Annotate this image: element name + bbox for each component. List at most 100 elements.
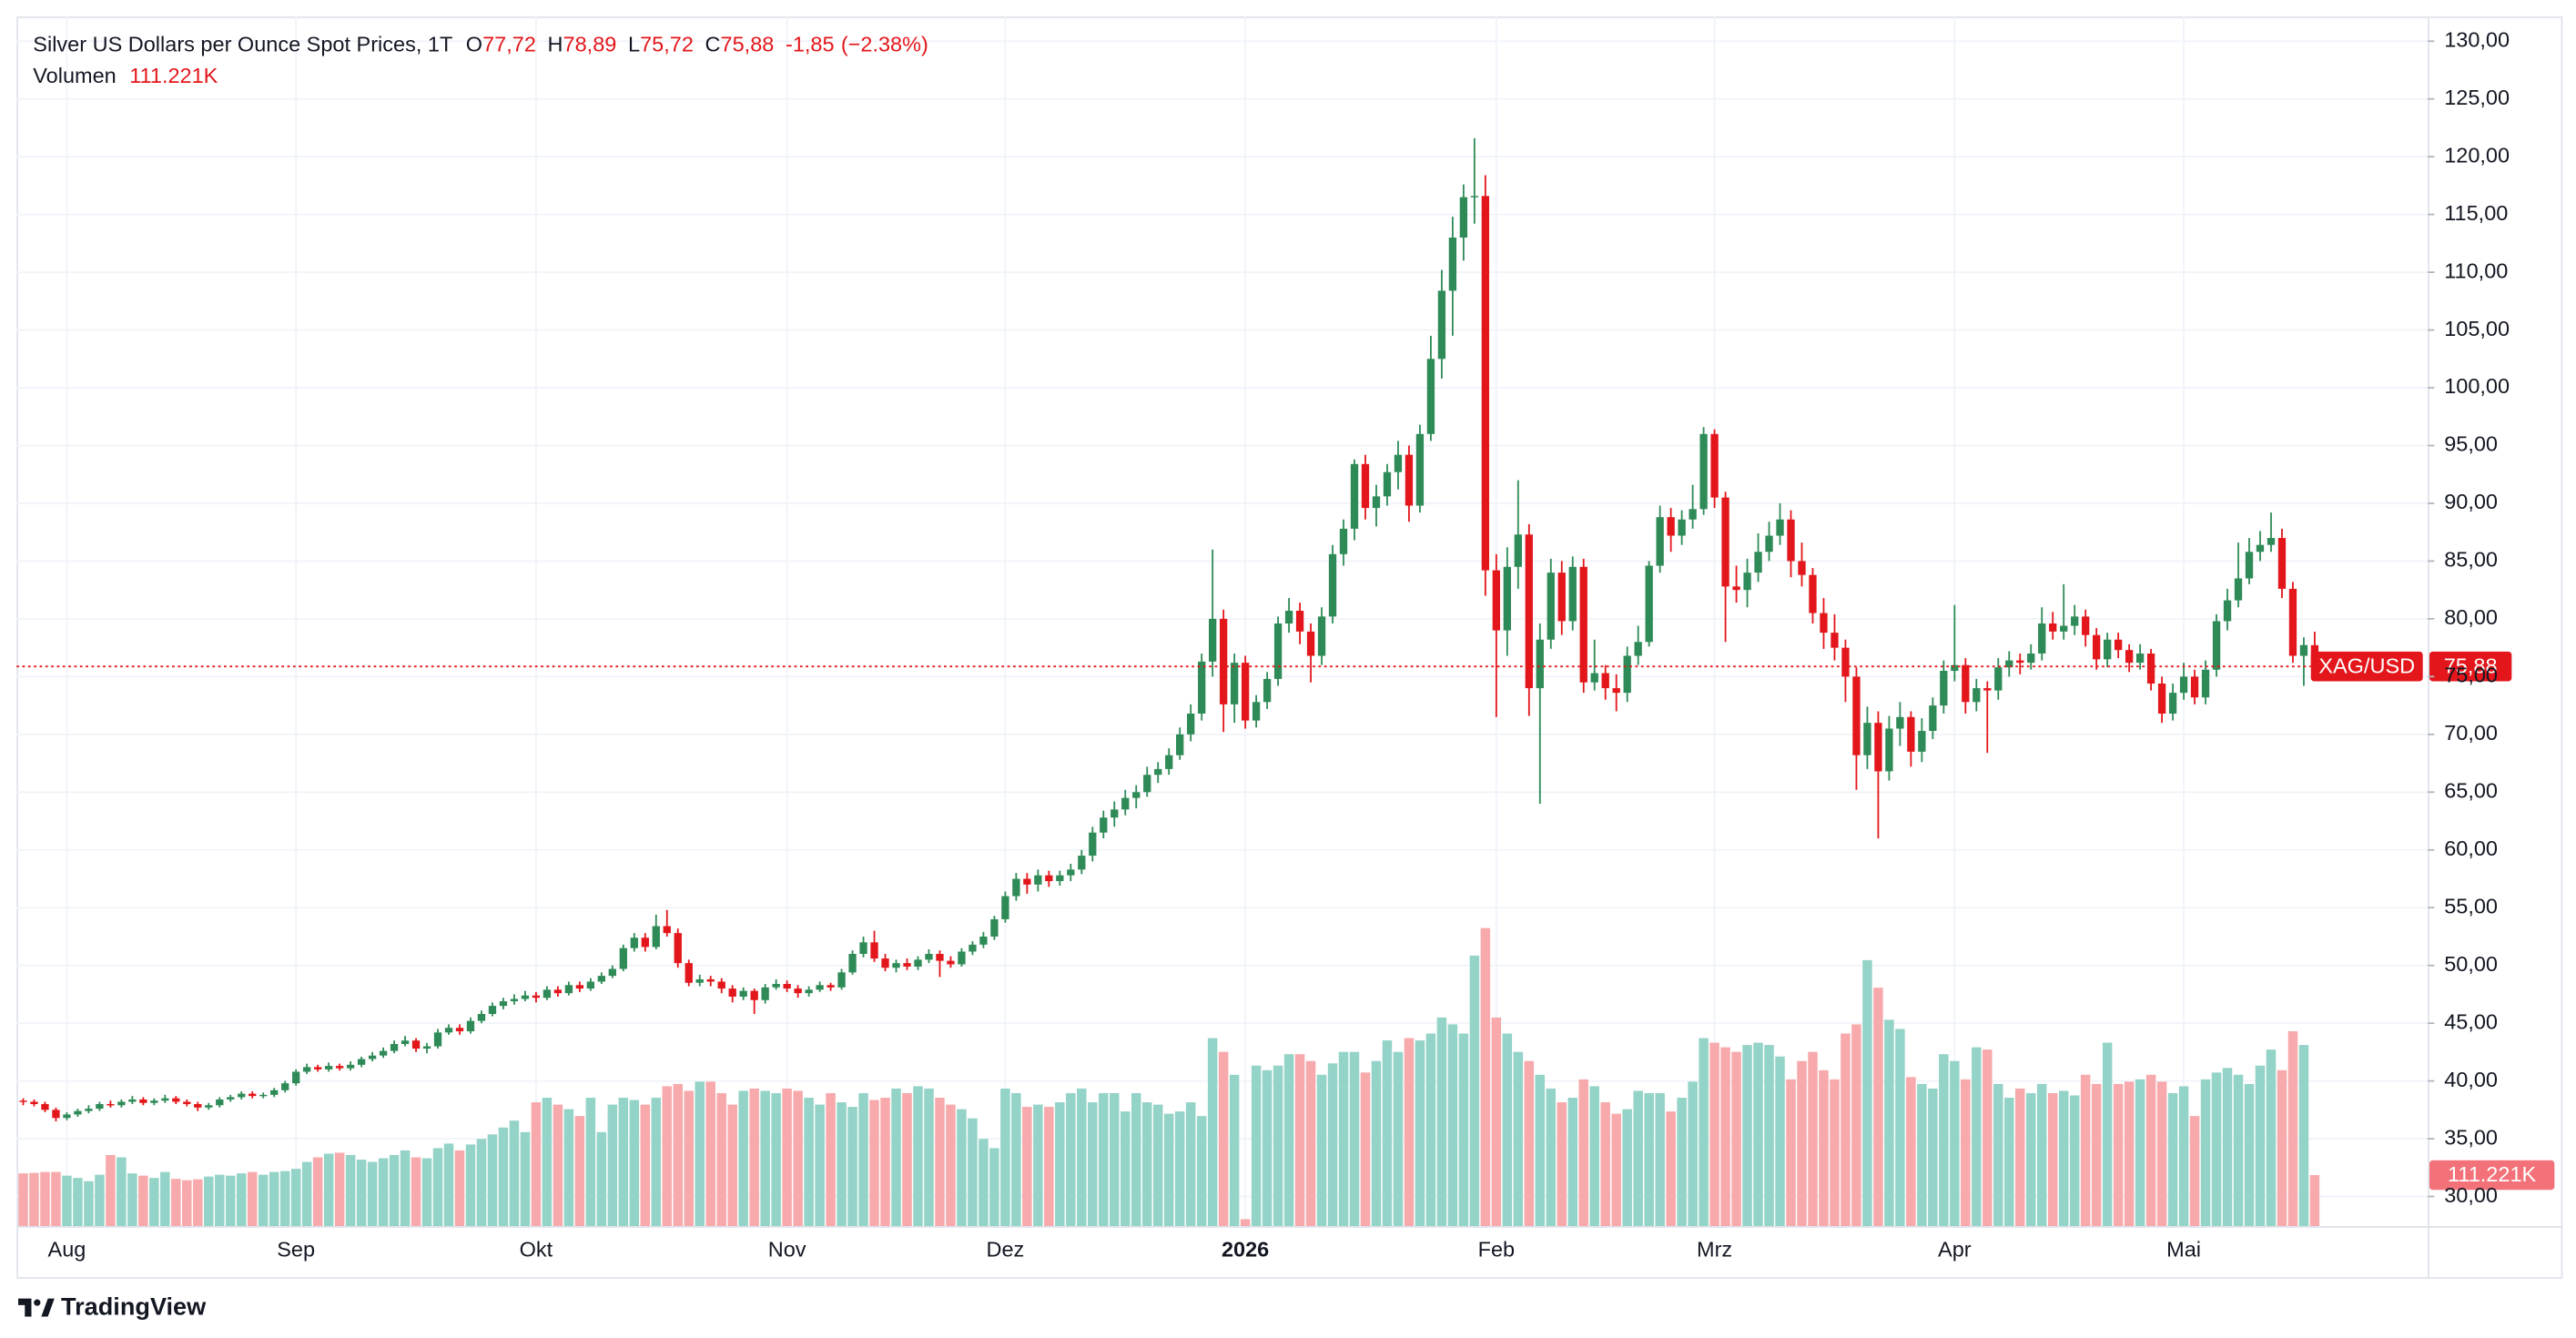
candle-body [30,1101,38,1105]
volume-bar [1088,1102,1098,1227]
volume-bar [553,1104,563,1227]
candle-body [564,985,573,994]
candle-body [717,981,725,989]
volume-bar [585,1098,596,1227]
y-tick-label: 40,00 [2444,1068,2498,1091]
volume-bar [542,1098,553,1227]
candle-body [1841,647,1850,677]
y-tick-label: 60,00 [2444,836,2498,860]
volume-bar [2113,1083,2124,1227]
candle-body [510,998,519,1002]
candle-body [1503,566,1511,631]
y-tick-label: 35,00 [2444,1125,2498,1149]
candle-body [281,1083,289,1090]
volume-bar [1469,955,1480,1227]
volume-bar [62,1175,72,1227]
volume-bar [1557,1102,1567,1227]
candle-body [1973,688,1981,703]
volume-bar [1841,1033,1851,1227]
candle-body [1601,673,1609,689]
volume-bar [1524,1060,1535,1227]
volume-bar [1251,1065,1262,1227]
volume-bar [2091,1083,2102,1227]
volume-bar [1819,1069,1829,1227]
volume-bar [1305,1060,1316,1227]
candle-body [216,1099,224,1106]
volume-bar [1316,1074,1327,1227]
candle-body [2168,693,2177,714]
volume-bar [18,1173,28,1227]
volume-bar [51,1171,61,1227]
candle-body [1132,792,1141,798]
candle-body [227,1097,235,1100]
candle-body [881,958,889,968]
candle-body [2060,625,2068,632]
candle-body [2016,660,2024,664]
candle-body [52,1110,60,1119]
candle-body [1295,611,1304,632]
volume-legend: Volumen 111.221K [33,64,218,87]
candle-body [2071,616,2079,626]
x-tick-label: Sep [277,1237,315,1261]
candle-body [1492,570,1501,631]
symbol-tag-label: XAG/USD [2318,654,2415,677]
candle-body [2288,588,2297,656]
candle-body [1929,705,1937,732]
volume-bar [1382,1040,1393,1227]
volume-bar [1294,1054,1305,1227]
volume-bar [1273,1065,1283,1227]
candle-body [63,1114,71,1119]
candle-body [1645,565,1653,643]
logo-mark [34,1299,41,1306]
volume-bar [138,1175,148,1227]
volume-bar [204,1176,214,1227]
candle-body [783,984,791,989]
volume-bar [1174,1111,1185,1227]
volume-bar [1764,1045,1774,1227]
candle-body [1743,573,1751,591]
volume-bar [2145,1074,2156,1227]
volume-bar [2167,1092,2178,1227]
candle-body [172,1098,180,1102]
candle-body [1557,573,1566,622]
candle-body [314,1067,322,1069]
volume-bar [1808,1051,1818,1227]
volume-bar [837,1102,847,1227]
candle-body [674,933,682,964]
candle-body [1514,534,1522,567]
volume-bar [1961,1079,1971,1227]
candle-body [1187,713,1195,735]
y-tick-label: 45,00 [2444,1009,2498,1033]
candle-body [2223,600,2232,622]
candle-body [117,1101,126,1106]
volume-bar [1884,1019,1894,1227]
candle-body [2299,644,2308,656]
candle-body [990,918,999,937]
candle-body [2093,634,2101,660]
candle-body [292,1071,300,1084]
volume-bar [1055,1102,1065,1227]
volume-bar [705,1081,715,1227]
legend-value: 77,72 [482,33,536,56]
candle-body [794,988,802,994]
candle-body [1089,832,1097,857]
candle-body [2125,650,2134,664]
volume-bar [957,1109,967,1227]
candle-body [2082,616,2090,635]
volume-bar [106,1154,116,1227]
brand-name: TradingView [61,1292,207,1321]
candle-body [1852,676,1861,755]
volume-bar [520,1131,531,1227]
candle-body [1306,631,1315,656]
candle-body [2201,669,2210,698]
candle-body [1634,642,1642,656]
candle-body [586,981,595,989]
candle-body [422,1046,431,1049]
volume-name: Volumen [33,64,116,87]
candle-body [1230,663,1239,704]
candle-body [969,944,977,952]
volume-bar [2189,1116,2200,1227]
candle-body [1415,433,1425,506]
volume-bar [640,1104,651,1227]
